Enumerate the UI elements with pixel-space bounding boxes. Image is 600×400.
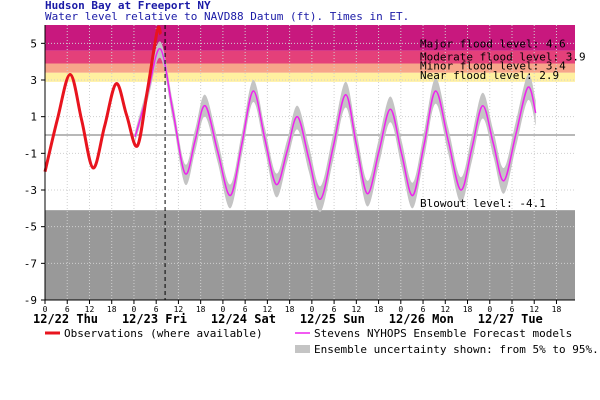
x-tick-label: 12 [440,305,450,314]
blowout-band [45,210,575,300]
chart-title: Hudson Bay at Freeport NY [45,0,211,12]
y-tick-label: 1 [30,111,37,124]
x-tick-label: 6 [332,305,337,314]
y-tick-label: 3 [30,74,37,87]
legend-label: Stevens NYHOPS Ensemble Forecast models [314,327,572,340]
x-tick-label: 0 [309,305,314,314]
legend-label: Observations (where available) [64,327,263,340]
x-tick-label: 0 [43,305,48,314]
flood-label: Near flood level: 2.9 [420,69,559,82]
uncertainty-band [135,41,536,213]
x-tick-label: 12 [263,305,273,314]
y-tick-label: -1 [24,147,37,160]
forecast-line [134,48,537,200]
y-tick-label: -7 [24,257,37,270]
flood-label: Minor flood level: 3.4 [420,60,566,73]
x-tick-label: 18 [196,305,206,314]
day-label: 12/25 Sun [300,312,365,326]
day-label: 12/26 Mon [389,312,454,326]
x-tick-label: 0 [220,305,225,314]
x-tick-label: 12 [85,305,95,314]
chart-subtitle: Water level relative to NAVD88 Datum (ft… [45,10,409,23]
flood-label: Major flood level: 4.6 [420,38,566,51]
flood-band [45,72,575,82]
y-tick-label: -9 [24,294,37,307]
y-tick-label: 5 [30,37,37,50]
x-tick-label: 12 [174,305,184,314]
flood-band [45,63,575,73]
x-tick-label: 18 [552,305,562,314]
x-tick-label: 6 [421,305,426,314]
x-tick-label: 0 [132,305,137,314]
day-label: 12/22 Thu [33,312,98,326]
legend-swatch [295,345,310,353]
y-tick-label: -3 [24,184,37,197]
blowout-label: Blowout level: -4.1 [420,197,546,210]
x-tick-label: 18 [285,305,295,314]
day-label: 12/23 Fri [122,312,187,326]
x-tick-label: 18 [107,305,117,314]
x-tick-label: 6 [65,305,70,314]
x-tick-label: 6 [510,305,515,314]
flood-band [45,25,575,51]
x-tick-label: 6 [154,305,159,314]
x-tick-label: 12 [352,305,362,314]
flood-band [45,50,575,64]
x-tick-label: 0 [398,305,403,314]
observation-line [43,25,163,173]
x-tick-label: 6 [243,305,248,314]
day-label: 12/27 Tue [478,312,543,326]
y-tick-label: -5 [24,221,37,234]
x-tick-label: 0 [487,305,492,314]
x-tick-label: 18 [463,305,473,314]
flood-label: Moderate flood level: 3.9 [420,51,586,64]
day-label: 12/24 Sat [211,312,276,326]
x-tick-label: 18 [374,305,384,314]
legend-label: Ensemble uncertainty shown: from 5% to 9… [314,343,599,356]
x-tick-label: 12 [529,305,539,314]
